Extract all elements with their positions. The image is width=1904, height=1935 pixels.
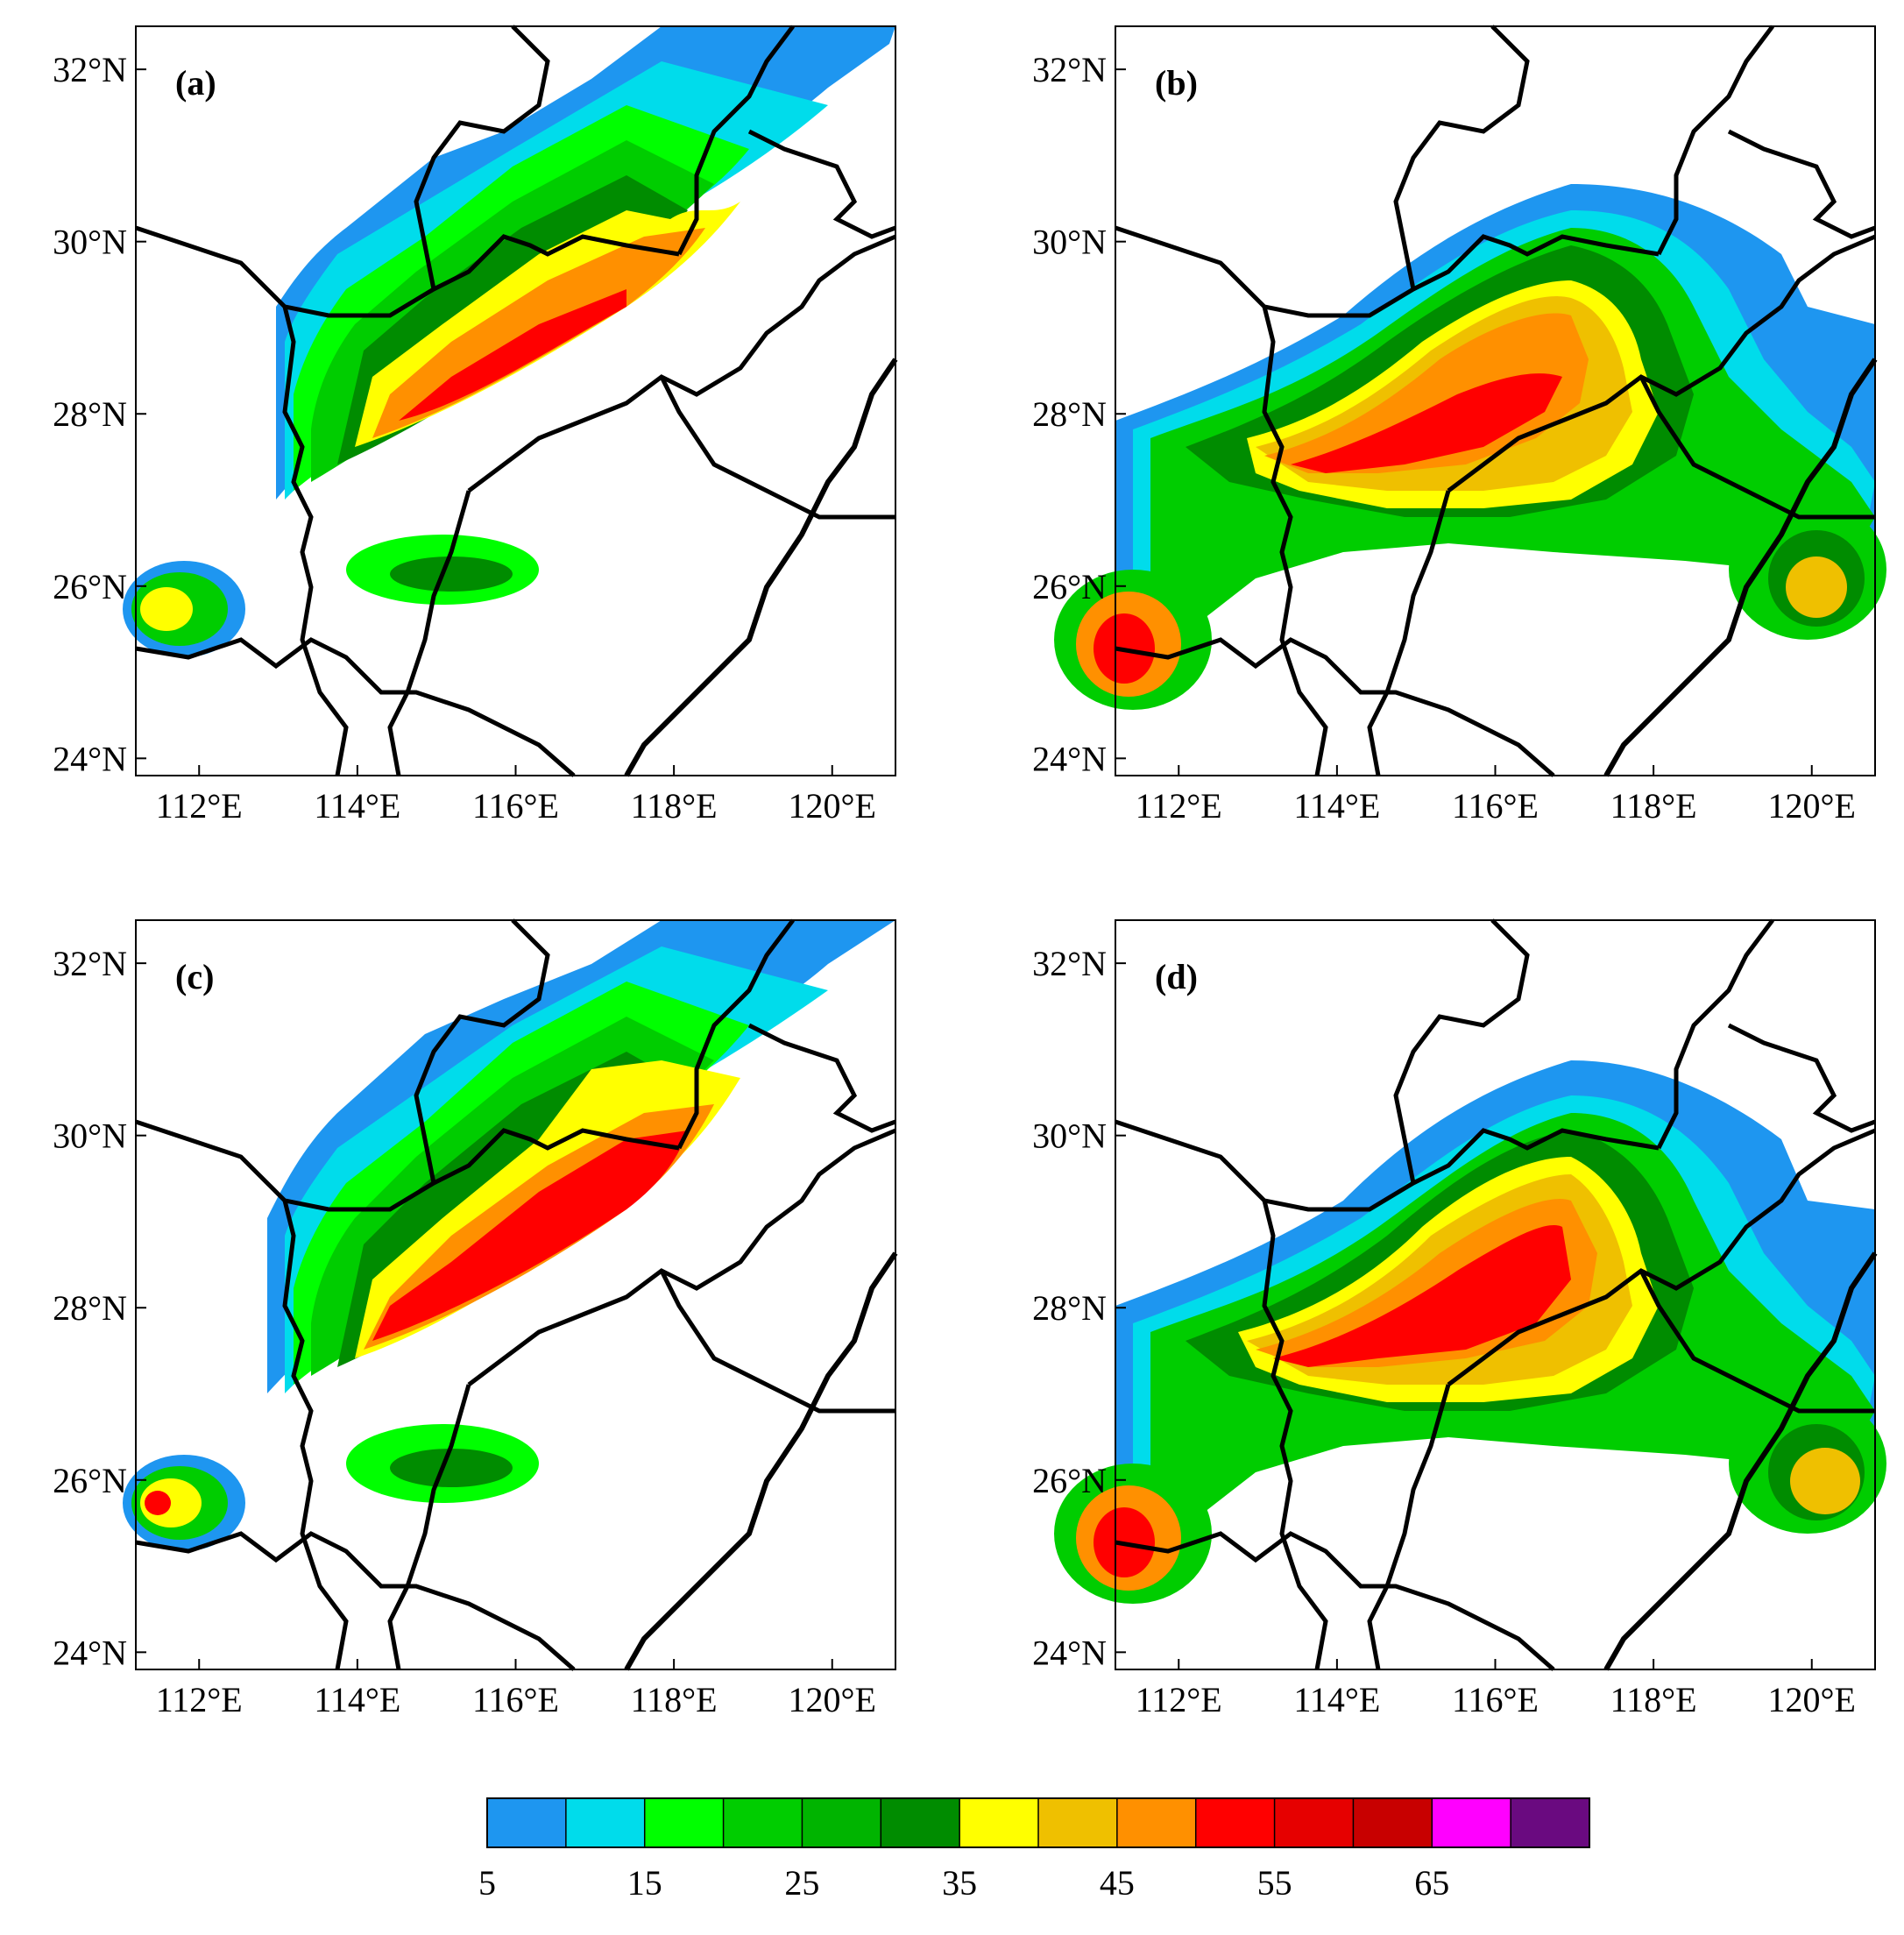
panel-label-a: (a) — [175, 63, 216, 103]
lat-tick-label: 26°N — [53, 1461, 127, 1500]
lat-tick-label: 24°N — [53, 739, 127, 778]
lon-tick-label: 118°E — [631, 786, 718, 826]
colorbar-swatch — [1116, 1798, 1197, 1847]
lon-tick-label: 120°E — [1768, 786, 1856, 826]
province-boundaries-d — [1115, 918, 1878, 1671]
panel-label-c: (c) — [175, 957, 214, 996]
lat-tick-label: 28°N — [1032, 394, 1107, 434]
lat-tick-label: 28°N — [1032, 1288, 1107, 1328]
colorbar-swatch — [1432, 1798, 1511, 1847]
lat-tick-label: 30°N — [1032, 223, 1107, 262]
colorbar-swatch — [1353, 1798, 1433, 1847]
colorbar-swatch — [881, 1798, 960, 1847]
lat-tick-label: 26°N — [53, 567, 127, 606]
colorbar-swatch — [959, 1798, 1039, 1847]
lat-tick-label: 30°N — [1032, 1116, 1107, 1156]
colorbar-tick-label: 25 — [784, 1863, 819, 1903]
lat-tick-label: 32°N — [53, 50, 127, 89]
panel-label-b: (b) — [1155, 63, 1198, 103]
colorbar-swatch — [644, 1798, 725, 1847]
lon-tick-label: 112°E — [156, 1680, 243, 1719]
reflectivity-field-c — [123, 920, 895, 1669]
panel-a — [123, 25, 898, 777]
lon-tick-label: 118°E — [1610, 1680, 1697, 1719]
colorbar-swatch — [1274, 1798, 1354, 1847]
lon-tick-label: 112°E — [156, 786, 243, 826]
lat-tick-label: 24°N — [53, 1633, 127, 1672]
lat-tick-label: 30°N — [53, 223, 127, 262]
lat-tick-label: 30°N — [53, 1116, 127, 1156]
lon-tick-label: 120°E — [789, 786, 876, 826]
lon-tick-label: 114°E — [1293, 786, 1380, 826]
colorbar-swatch — [1038, 1798, 1118, 1847]
colorbar-swatch — [723, 1798, 803, 1847]
colorbar-tick-label: 55 — [1257, 1863, 1292, 1903]
colorbar-tick-label: 15 — [627, 1863, 662, 1903]
colorbar-tick-label: 5 — [478, 1863, 496, 1903]
axes-layer: 112°E 114°E 116°E 118°E 120°E 32°N 30°N 28°N 26°… — [53, 50, 1856, 1719]
lat-tick-label: 32°N — [1032, 944, 1107, 983]
province-boundaries-a — [135, 25, 898, 777]
lat-tick-label: 26°N — [1032, 567, 1107, 606]
lon-tick-label: 114°E — [314, 1680, 400, 1719]
lat-tick-label: 32°N — [53, 944, 127, 983]
colorbar-swatch — [487, 1798, 567, 1847]
colorbar-swatch — [1195, 1798, 1276, 1847]
colorbar-swatch — [802, 1798, 881, 1847]
lat-tick-label: 28°N — [53, 1288, 127, 1328]
lat-tick-label: 24°N — [1032, 739, 1107, 778]
reflectivity-field-a — [123, 26, 895, 776]
lon-tick-label: 112°E — [1136, 1680, 1222, 1719]
lon-tick-label: 120°E — [789, 1680, 876, 1719]
colorbar: 5 15 25 35 45 55 65 — [478, 1797, 1590, 1903]
reflectivity-field-b — [1054, 26, 1886, 776]
lat-tick-label: 28°N — [53, 394, 127, 434]
colorbar-tick-label: 65 — [1414, 1863, 1449, 1903]
lon-tick-label: 116°E — [1452, 786, 1539, 826]
lon-tick-label: 118°E — [1610, 786, 1697, 826]
reflectivity-field-d — [1054, 920, 1886, 1669]
lon-tick-label: 116°E — [472, 786, 559, 826]
lon-tick-label: 120°E — [1768, 1680, 1856, 1719]
panel-b — [1054, 25, 1886, 777]
colorbar-swatch — [1511, 1798, 1590, 1847]
lon-tick-label: 118°E — [631, 1680, 718, 1719]
band-5 — [267, 920, 895, 1393]
colorbar-tick-label: 35 — [942, 1863, 977, 1903]
lon-tick-label: 114°E — [314, 786, 400, 826]
panel-d — [1054, 918, 1886, 1671]
lon-tick-label: 116°E — [1452, 1680, 1539, 1719]
lat-tick-label: 32°N — [1032, 50, 1107, 89]
lon-tick-label: 116°E — [472, 1680, 559, 1719]
lat-tick-label: 24°N — [1032, 1633, 1107, 1672]
colorbar-swatch — [565, 1798, 646, 1847]
panel-c — [123, 918, 898, 1671]
lon-tick-label: 114°E — [1293, 1680, 1380, 1719]
colorbar-tick-label: 45 — [1100, 1863, 1135, 1903]
panel-label-d: (d) — [1155, 957, 1198, 996]
province-boundaries-c — [135, 918, 898, 1671]
lon-tick-label: 112°E — [1136, 786, 1222, 826]
lat-tick-label: 26°N — [1032, 1461, 1107, 1500]
province-boundaries-b — [1115, 25, 1878, 777]
